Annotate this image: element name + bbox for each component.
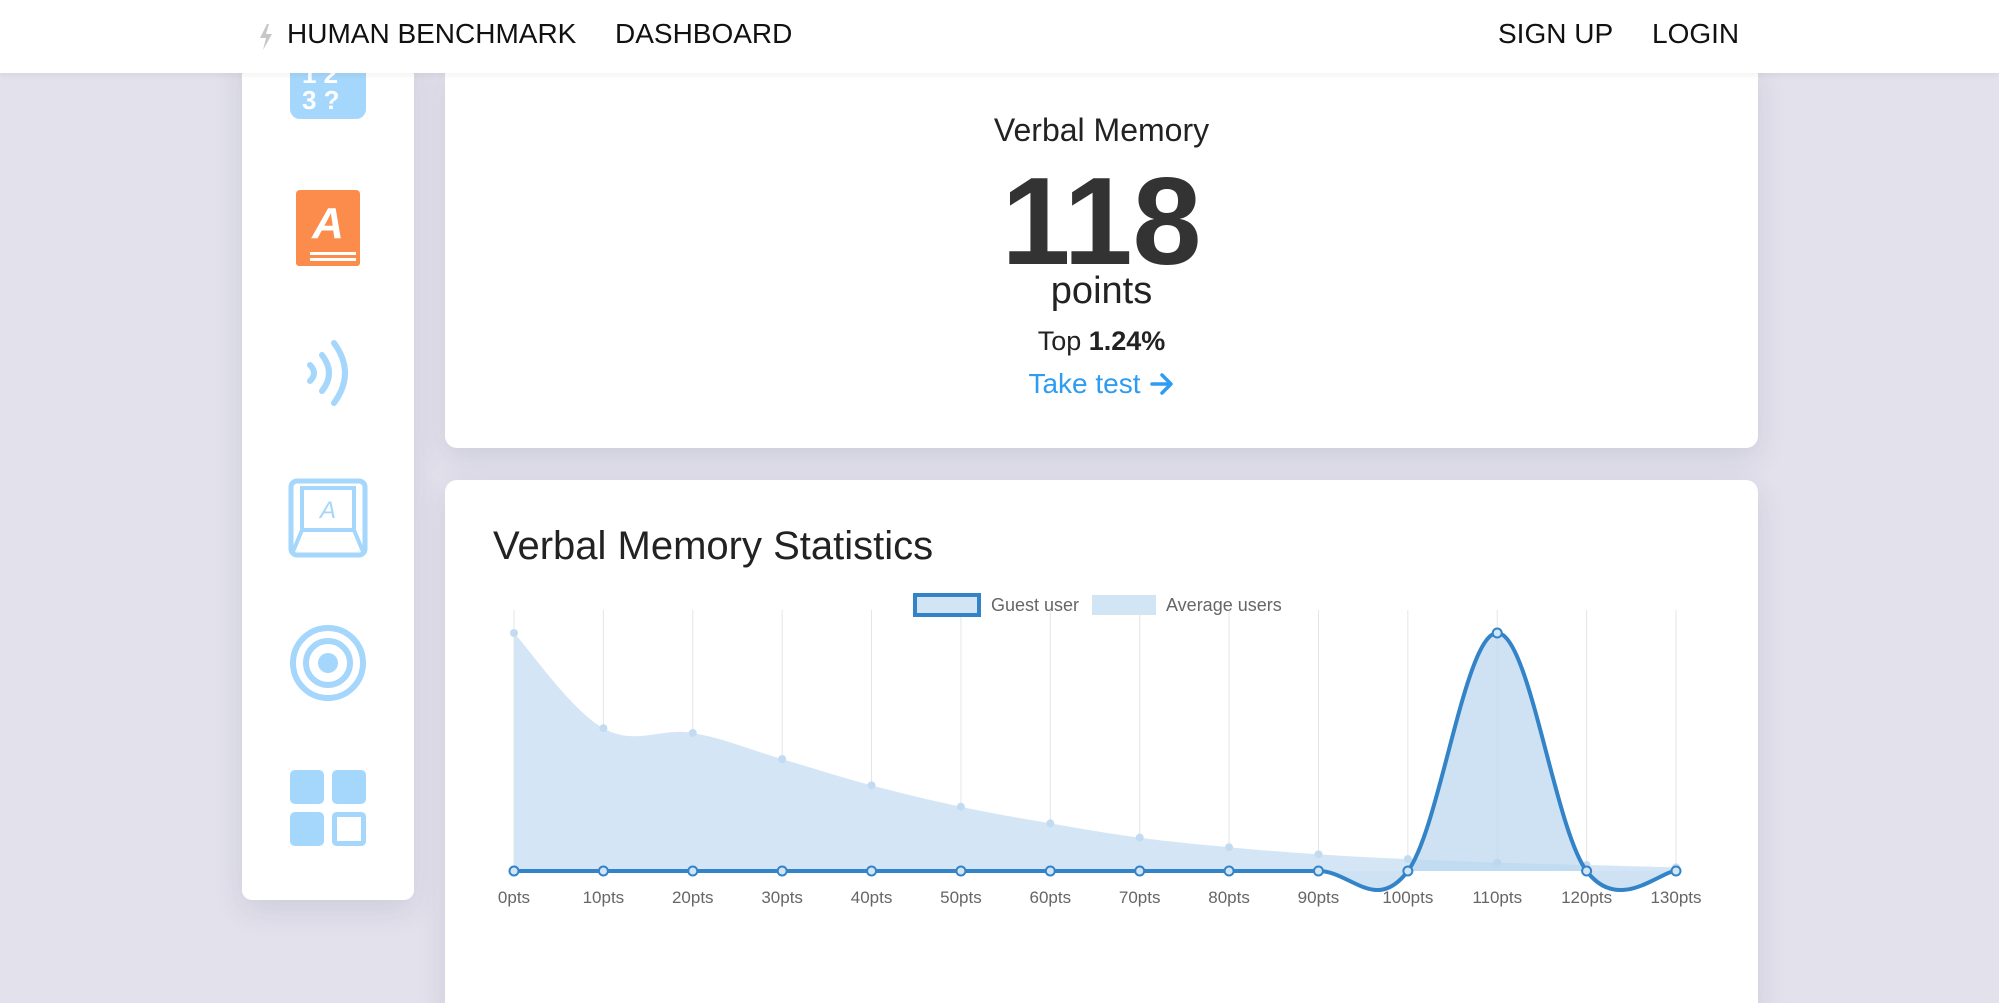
average-users-point [867, 781, 876, 790]
guest-user-point [687, 865, 699, 877]
average-users-point [778, 755, 787, 764]
top-navbar: HUMAN BENCHMARK DASHBOARD SIGN UP LOGIN [0, 0, 1999, 73]
take-test-label[interactable]: Take test [1028, 368, 1141, 399]
x-tick-label: 30pts [761, 888, 803, 907]
x-tick-label: 20pts [672, 888, 714, 907]
average-users-point [599, 724, 608, 733]
login-link[interactable]: LOGIN [1652, 18, 1740, 49]
x-tick-label: 130pts [1650, 888, 1701, 907]
score-units: points [1050, 270, 1153, 312]
test-sidebar: 1 2 3 ? A A [242, 40, 414, 900]
statistics-chart: 0pts 10pts 20pts 30pts 40pts 50pts 60pts 70pts 8… [498, 593, 1702, 907]
signup-link[interactable]: SIGN UP [1498, 18, 1614, 49]
legend-swatch-average [1092, 595, 1156, 615]
guest-user-point [508, 865, 520, 877]
guest-user-point [1044, 865, 1056, 877]
guest-user-point [597, 865, 609, 877]
average-users-point [1046, 819, 1055, 828]
x-tick-label: 10pts [583, 888, 625, 907]
guest-user-area [514, 633, 1676, 891]
guest-user-point [1670, 865, 1682, 877]
guest-user-point [1581, 865, 1593, 877]
guest-user-point [1402, 865, 1414, 877]
hearing-icon[interactable] [288, 333, 368, 413]
svg-text:A: A [311, 199, 344, 248]
guest-user-point [955, 865, 967, 877]
average-users-point [1225, 843, 1234, 852]
dashboard-link[interactable]: DASHBOARD [615, 18, 793, 49]
guest-user-point [1491, 627, 1503, 639]
guest-user-point [1312, 865, 1324, 877]
logo-link[interactable]: HUMAN BENCHMARK [287, 18, 577, 49]
x-tick-label: 60pts [1030, 888, 1072, 907]
x-tick-label: 110pts [1472, 888, 1522, 907]
guest-user-point [866, 865, 878, 877]
x-tick-label: 0pts [498, 888, 530, 907]
legend-swatch-guest [913, 593, 981, 617]
x-tick-label: 120pts [1561, 888, 1612, 907]
statistics-title: Verbal Memory Statistics [493, 524, 934, 568]
average-users-area [514, 633, 1676, 871]
average-users-point [510, 629, 518, 637]
lightning-logo-icon[interactable] [258, 24, 274, 50]
guest-user-point [776, 865, 788, 877]
percentile-prefix: Top [1037, 326, 1082, 356]
guest-user-line [513, 630, 1677, 893]
take-test-link[interactable]: Take test [445, 368, 1758, 400]
score-value: 118 [1001, 153, 1202, 291]
x-tick-label: 50pts [940, 888, 982, 907]
score-card: Verbal Memory 118 points Top 1.24% Take … [445, 60, 1758, 448]
aim-target-icon[interactable] [288, 623, 368, 703]
legend-label: Average users [1166, 595, 1282, 615]
svg-text:A: A [318, 497, 336, 524]
guest-user-point [1134, 865, 1146, 877]
x-tick-label: 90pts [1298, 888, 1340, 907]
x-tick-label: 70pts [1119, 888, 1161, 907]
average-users-point [1314, 850, 1323, 859]
statistics-card: Verbal Memory Statistics 0pts 10pts 20pts 3… [445, 480, 1758, 1003]
typing-icon[interactable]: A [288, 478, 368, 558]
guest-user-point [1223, 865, 1235, 877]
legend-label: Guest user [991, 595, 1079, 615]
test-title: Verbal Memory [993, 112, 1210, 148]
percentile-value: 1.24% [1088, 326, 1166, 356]
svg-text:3 ?: 3 ? [302, 85, 340, 115]
x-tick-label: 80pts [1208, 888, 1250, 907]
x-tick-label: 40pts [851, 888, 893, 907]
average-users-point [1135, 833, 1144, 842]
average-users-point [688, 728, 697, 737]
apps-grid-icon[interactable] [288, 768, 368, 848]
average-users-point [1403, 855, 1412, 864]
x-tick-label: 100pts [1382, 888, 1433, 907]
verbal-memory-icon[interactable]: A [288, 188, 368, 268]
average-users-point [956, 802, 965, 811]
arrow-right-icon[interactable] [1149, 371, 1175, 397]
percentile: Top 1.24% [445, 326, 1758, 357]
